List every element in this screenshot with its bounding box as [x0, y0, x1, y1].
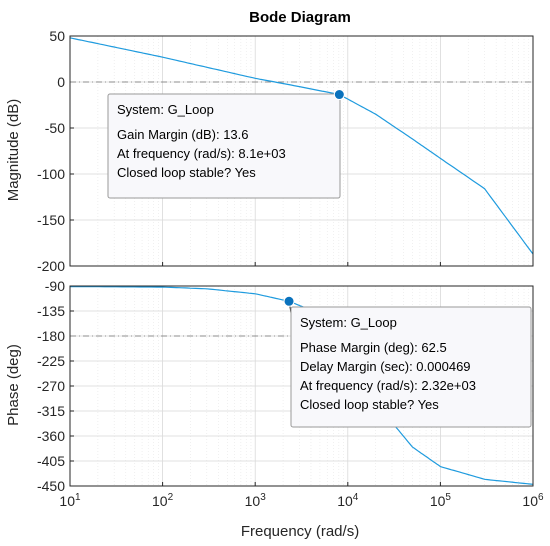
- magnitude-datatip-line: At frequency (rad/s): 8.1e+03: [117, 146, 286, 161]
- phase-datatip-line: At frequency (rad/s): 2.32e+03: [300, 378, 476, 393]
- phase-y-tick-label: -450: [37, 478, 65, 494]
- x-tick-label: 106: [522, 492, 544, 509]
- magnitude-y-tick-label: -150: [37, 212, 65, 228]
- phase-axes-box: [69, 285, 534, 487]
- magnitude-y-tick-label: -100: [37, 166, 65, 182]
- magnitude-datatip-box: [107, 93, 341, 199]
- magnitude-y-axis-label: Magnitude (dB): [5, 99, 22, 202]
- x-tick-label: 103: [245, 492, 267, 509]
- phase-datatip-system: System: G_Loop: [300, 315, 397, 330]
- phase-y-tick-label: -180: [37, 328, 65, 344]
- phase-y-tick-label: -90: [45, 278, 65, 294]
- phase-datatip[interactable]: System: G_Loop Phase Margin (deg): 62.5 De…: [290, 306, 532, 428]
- x-tick-label: 105: [430, 492, 452, 509]
- magnitude-y-tick-label: 50: [49, 28, 65, 44]
- x-tick-label: 101: [59, 492, 81, 509]
- magnitude-datatip-line: Closed loop stable? Yes: [117, 165, 256, 180]
- phase-datatip-line: Delay Margin (sec): 0.000469: [300, 359, 471, 374]
- phase-y-tick-label: -270: [37, 378, 65, 394]
- phase-y-tick-label: -225: [37, 353, 65, 369]
- magnitude-y-tick-label: -200: [37, 258, 65, 274]
- phase-y-tick-label: -360: [37, 428, 65, 444]
- phase-panel: -90 -135 -180 -225 -270 -315 -360 -405 -450 Syste…: [37, 278, 534, 494]
- phase-datatip-box: [290, 306, 532, 428]
- x-axis-label: Frequency (rad/s): [241, 523, 359, 540]
- phase-datatip-line: Closed loop stable? Yes: [300, 397, 439, 412]
- magnitude-datatip-system: System: G_Loop: [117, 102, 214, 117]
- magnitude-y-tick-label: -50: [45, 120, 65, 136]
- phase-y-tick-label: -135: [37, 303, 65, 319]
- x-tick-label: 102: [152, 492, 174, 509]
- magnitude-axes-box: [69, 35, 534, 267]
- phase-y-axis-label: Phase (deg): [5, 344, 22, 426]
- magnitude-series-line: [69, 37, 534, 255]
- magnitude-datatip[interactable]: System: G_Loop Gain Margin (dB): 13.6 At f…: [107, 93, 341, 199]
- magnitude-y-tick-label: 0: [57, 74, 65, 90]
- phase-y-tick-label: -315: [37, 403, 65, 419]
- phase-y-tick-label: -405: [37, 453, 65, 469]
- x-tick-label: 104: [337, 492, 359, 509]
- magnitude-margin-marker[interactable]: [333, 89, 345, 101]
- magnitude-panel: 50 0 -50 -100 -150 -200 System: G_Loop Gain Mar…: [37, 28, 534, 274]
- magnitude-datatip-line: Gain Margin (dB): 13.6: [117, 127, 249, 142]
- phase-datatip-line: Phase Margin (deg): 62.5: [300, 340, 447, 355]
- phase-margin-marker[interactable]: [283, 295, 295, 307]
- chart-title: Bode Diagram: [249, 9, 351, 26]
